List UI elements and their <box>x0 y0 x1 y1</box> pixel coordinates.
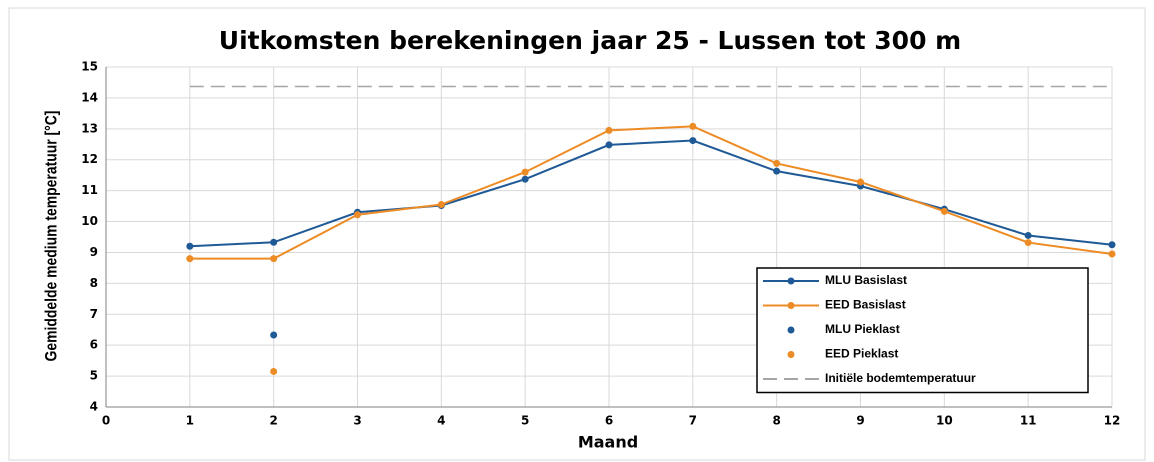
chart-title: Uitkomsten berekeningen jaar 25 - Lussen… <box>219 26 961 55</box>
data-point <box>270 331 278 339</box>
x-tick-label: 4 <box>437 414 445 428</box>
x-tick-label: 11 <box>1020 414 1037 428</box>
legend-marker <box>787 326 795 334</box>
data-point <box>689 122 697 130</box>
data-point <box>1108 250 1116 258</box>
y-axis-label: Gemiddelde medium temperatuur [°C] <box>42 111 61 362</box>
y-tick-label: 4 <box>90 400 98 414</box>
data-point <box>689 137 697 145</box>
data-point <box>1108 241 1116 249</box>
series-line <box>189 139 1113 248</box>
y-tick-label: 12 <box>81 152 98 166</box>
x-tick-label: 6 <box>605 414 613 428</box>
y-tick-label: 8 <box>90 276 98 290</box>
x-tick-label: 10 <box>936 414 953 428</box>
data-point <box>354 211 361 219</box>
y-tick-label: 7 <box>90 307 98 321</box>
data-point <box>270 238 278 246</box>
y-tick-label: 6 <box>90 338 98 352</box>
data-point <box>186 242 194 250</box>
data-point <box>521 175 529 183</box>
x-tick-label: 0 <box>102 414 110 428</box>
x-tick-label: 5 <box>521 414 529 428</box>
x-tick-label: 12 <box>1104 414 1121 428</box>
data-point <box>1024 231 1032 239</box>
chart-frame <box>8 7 1146 461</box>
data-point <box>521 168 529 176</box>
x-tick-label: 8 <box>772 414 780 428</box>
data-point <box>270 255 278 263</box>
y-tick-label: 10 <box>81 214 98 228</box>
data-point <box>1024 239 1032 247</box>
y-tick-label: 13 <box>81 121 98 135</box>
x-tick-label: 2 <box>269 414 277 428</box>
x-axis-label: Maand <box>578 433 638 452</box>
data-point <box>605 141 613 149</box>
legend-marker <box>787 351 795 358</box>
legend-label: EED Basislast <box>825 298 906 312</box>
x-tick-label: 3 <box>353 414 361 428</box>
data-point <box>857 178 864 186</box>
data-point <box>270 367 278 375</box>
legend-label: Initiële bodemtemperatuur <box>825 371 976 385</box>
y-tick-label: 5 <box>90 369 98 383</box>
data-point <box>186 255 194 263</box>
data-point <box>605 126 613 134</box>
data-point <box>437 201 445 209</box>
legend-marker <box>787 302 795 309</box>
legend-label: MLU Pieklast <box>825 322 900 336</box>
y-tick-label: 11 <box>81 183 98 197</box>
y-tick-label: 14 <box>81 90 98 104</box>
x-tick-label: 9 <box>856 414 864 428</box>
legend-box <box>756 267 1089 394</box>
legend-marker <box>787 277 795 285</box>
legend-label: EED Pieklast <box>825 347 898 361</box>
legend-label: MLU Basislast <box>825 273 907 287</box>
x-tick-label: 7 <box>689 414 697 428</box>
y-tick-label: 15 <box>81 60 98 74</box>
data-point <box>773 159 781 167</box>
data-point <box>773 167 781 175</box>
series-line <box>189 125 1113 260</box>
y-tick-label: 9 <box>90 245 98 259</box>
data-point <box>940 207 948 215</box>
x-tick-label: 1 <box>186 414 194 428</box>
